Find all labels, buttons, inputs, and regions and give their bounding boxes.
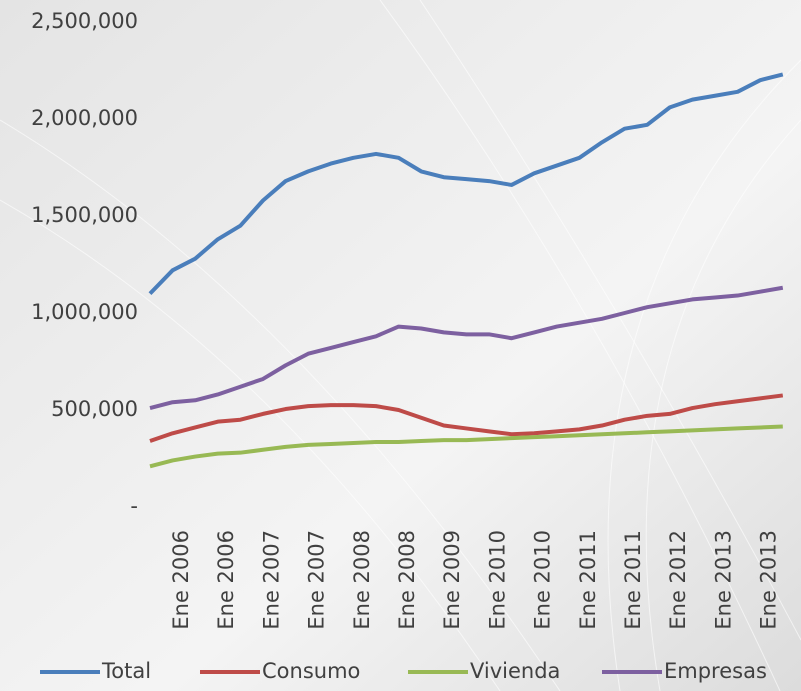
x-tick-label: Ene 2010 [531, 530, 555, 630]
x-tick-label: Ene 2006 [214, 530, 238, 630]
line-series [148, 72, 784, 295]
x-tick-label: Ene 2013 [711, 530, 735, 630]
line-series [149, 424, 783, 469]
x-tick-label: Ene 2010 [485, 530, 509, 630]
x-tick-label: Ene 2006 [169, 530, 193, 630]
y-tick-label: 2,000,000 [31, 106, 138, 130]
x-tick-label: Ene 2008 [350, 530, 374, 630]
x-tick-label: Ene 2008 [395, 530, 419, 630]
x-tick-label: Ene 2007 [305, 530, 329, 630]
x-tick-label: Ene 2012 [666, 530, 690, 630]
y-tick-label: 500,000 [51, 397, 138, 421]
y-tick-label: - [130, 494, 138, 518]
legend-label: Empresas [664, 659, 767, 683]
x-tick-label: Ene 2007 [259, 530, 283, 630]
line-series [149, 285, 784, 410]
y-tick-label: 2,500,000 [31, 9, 138, 33]
line-series [149, 393, 784, 443]
x-tick-label: Ene 2011 [576, 530, 600, 630]
y-tick-label: 1,000,000 [31, 300, 138, 324]
x-tick-label: Ene 2009 [440, 530, 464, 630]
x-tick-label: Ene 2011 [621, 530, 645, 630]
x-tick-label: Ene 2013 [757, 530, 781, 630]
y-tick-label: 1,500,000 [31, 203, 138, 227]
legend-label: Vivienda [470, 659, 560, 683]
legend-label: Total [101, 659, 151, 683]
legend-label: Consumo [262, 659, 360, 683]
